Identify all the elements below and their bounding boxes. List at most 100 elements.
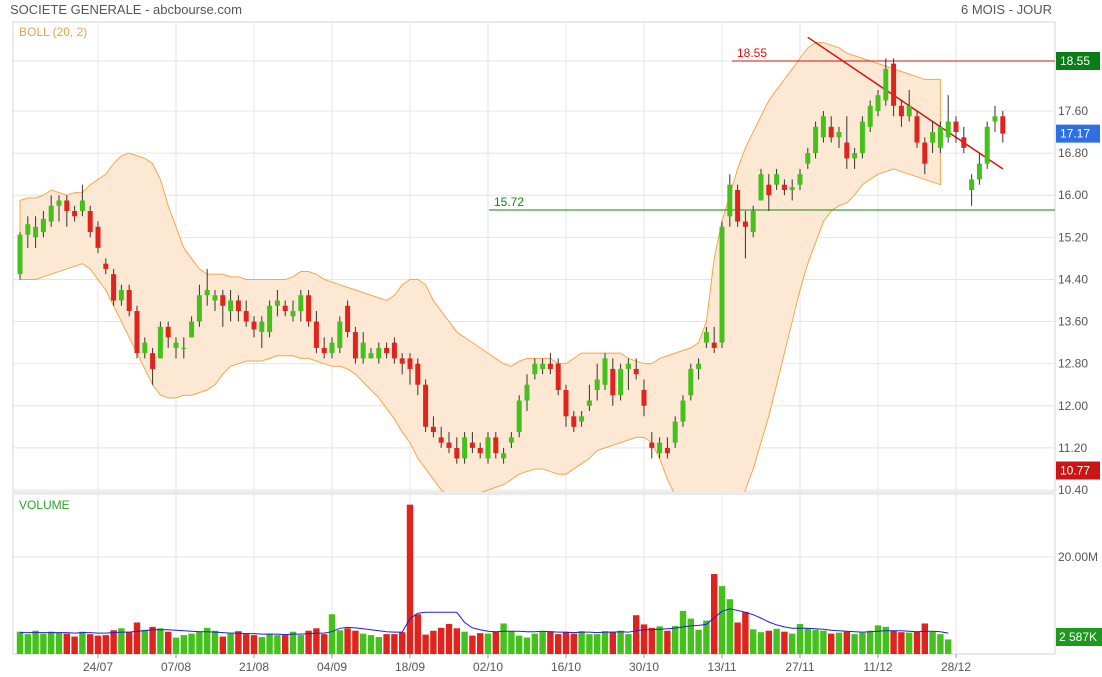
volume-label: VOLUME [19,498,70,512]
volume-bar [617,630,624,654]
candle [165,321,171,348]
candle [680,395,686,427]
volume-bar [430,630,437,654]
candle [563,384,569,427]
candle [813,121,819,159]
volume-bar [586,634,593,654]
volume-bar [477,633,484,654]
volume-bar [24,634,31,654]
candle [844,116,850,169]
volume-bar [539,631,546,654]
volume-bar [172,637,180,654]
candle-body [883,68,889,101]
candle [540,358,546,375]
candle [228,289,234,322]
candle-body [532,363,538,375]
candle-body [586,400,592,406]
volume-bar [375,637,382,654]
chart-title: SOCIETE GENERALE - abcbourse.com [10,2,242,17]
volume-bar [890,630,897,654]
candle-body [953,121,959,133]
candle-body [313,321,319,348]
candle [516,395,522,438]
volume-bar [126,632,133,654]
candle-body [111,274,117,301]
candle [883,58,889,106]
volume-bar [344,628,351,654]
candle-body [384,347,390,354]
volume-bar [867,630,874,654]
volume-bar [757,632,765,654]
volume-bar [102,635,109,654]
volume-bar [40,633,47,654]
x-axis: 24/07 07/08 21/08 04/09 18/09 02/10 16/10 30/10… [83,654,971,674]
volume-bar [484,633,492,654]
candle-body [306,295,312,322]
candle [251,316,257,338]
candle [267,300,273,338]
candle [555,358,561,396]
candle-body [376,347,382,359]
candle [48,195,54,227]
candle [212,289,218,312]
volume-bar [929,631,936,654]
volume-bar [835,632,843,654]
volume-bar [609,631,616,654]
candle [407,353,413,385]
candle-body [173,342,179,348]
candle-body [774,174,780,185]
candle-body [618,368,624,396]
candle [56,195,62,222]
volume-tick-label: 20.00M [1058,550,1098,564]
volume-bar [352,630,359,654]
volume-bar [523,637,531,654]
candle [391,337,397,364]
volume-bar [305,630,312,654]
candle [220,289,226,327]
candle-body [118,289,124,301]
candle-body [165,326,171,338]
candle-body [337,321,343,348]
candle [118,284,124,306]
candle-body [797,174,803,185]
candle [235,295,241,322]
candle [727,174,733,227]
candle-body [680,400,686,422]
candle [134,305,140,359]
volume-bar [180,635,187,654]
candle [805,147,811,169]
x-tick-label: 18/09 [395,660,425,674]
candle-body [33,226,39,238]
candle-body [937,126,943,148]
volume-bar [726,599,733,654]
candle-body [508,437,514,443]
volume-bar [703,620,710,654]
candle-body [649,442,655,448]
volume-bar [913,631,921,654]
candle [742,211,748,259]
candle [243,300,249,327]
candle-body [399,358,405,364]
volume-bar [445,623,453,654]
volume-bar [547,631,554,654]
volume-bar [94,635,102,654]
candle-body [360,342,366,359]
candle-body [501,453,507,459]
candle [415,358,421,396]
candle [142,337,148,359]
candle-body [758,174,764,201]
volume-bar [274,635,281,654]
volume-bar [71,636,78,654]
volume-bar [282,635,289,654]
candle [501,447,507,464]
candle-body [836,132,842,138]
candle-body [696,363,702,369]
candle-body [664,447,670,454]
candle-body [150,353,156,369]
volume-bar [640,624,648,654]
volume-bar [500,623,507,654]
volume-bar [921,623,928,654]
candle-body [274,300,280,306]
candle-body [867,105,873,127]
price-tick-label: 12.00 [1058,399,1088,413]
